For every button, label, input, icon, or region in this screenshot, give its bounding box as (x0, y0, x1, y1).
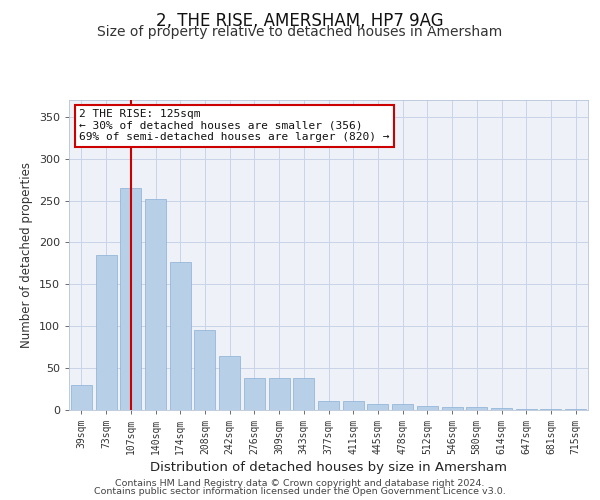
Bar (95, 255, 116, 410)
Bar (466, 408, 487, 410)
Bar (417, 406, 438, 410)
Bar (541, 409, 562, 410)
Bar (318, 401, 339, 410)
Bar (244, 378, 265, 410)
Bar (71, 385, 92, 410)
Bar (516, 409, 537, 410)
Bar (565, 409, 586, 410)
Bar (293, 378, 314, 410)
Bar (145, 199, 166, 410)
Bar (170, 262, 191, 410)
Bar (194, 330, 215, 410)
Y-axis label: Number of detached properties: Number of detached properties (20, 162, 33, 348)
Bar (269, 378, 290, 410)
Text: 2 THE RISE: 125sqm
← 30% of detached houses are smaller (356)
69% of semi-detach: 2 THE RISE: 125sqm ← 30% of detached hou… (79, 110, 390, 142)
Bar (442, 408, 463, 410)
Text: Contains HM Land Registry data © Crown copyright and database right 2024.: Contains HM Land Registry data © Crown c… (115, 478, 485, 488)
Bar (392, 404, 413, 410)
Text: Size of property relative to detached houses in Amersham: Size of property relative to detached ho… (97, 25, 503, 39)
Text: Contains public sector information licensed under the Open Government Licence v3: Contains public sector information licen… (94, 487, 506, 496)
Bar (491, 408, 512, 410)
Bar (367, 404, 388, 410)
Bar (343, 401, 364, 410)
Text: 2, THE RISE, AMERSHAM, HP7 9AG: 2, THE RISE, AMERSHAM, HP7 9AG (156, 12, 444, 30)
Bar (120, 188, 141, 410)
X-axis label: Distribution of detached houses by size in Amersham: Distribution of detached houses by size … (150, 461, 507, 474)
Bar (219, 356, 240, 410)
